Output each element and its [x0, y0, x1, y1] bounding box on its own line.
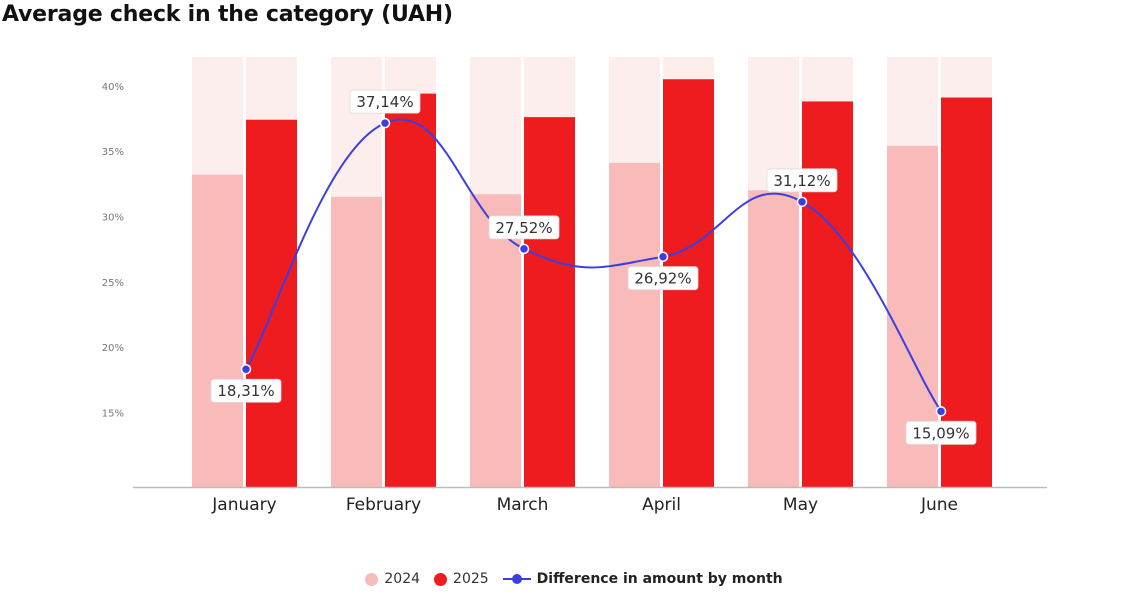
difference-point: [796, 196, 808, 208]
difference-point: [518, 243, 530, 255]
data-label-box: [766, 168, 838, 193]
y-tick-label: 30%: [102, 212, 124, 223]
y-tick-label: 40%: [102, 82, 124, 93]
y-tick-label: 35%: [102, 147, 124, 158]
data-label: 18,31%: [217, 382, 274, 400]
chart-title: Average check in the category (UAH): [2, 2, 453, 27]
legend-item-2025[interactable]: 2025: [434, 571, 489, 587]
legend-item-2024[interactable]: 2024: [365, 571, 420, 587]
bar-2024: [192, 174, 243, 487]
difference-point: [240, 363, 252, 375]
bar-2025: [246, 119, 297, 487]
legend-marker-2024: [365, 572, 379, 586]
bar-2025: [524, 117, 575, 487]
x-tick-label: April: [642, 495, 681, 515]
difference-point: [935, 406, 947, 417]
bar-2025: [802, 101, 853, 488]
x-tick-label: March: [497, 495, 549, 515]
legend-marker-difference: [502, 573, 531, 585]
bar-2024: [609, 162, 660, 487]
y-tick-label: 25%: [102, 278, 124, 289]
data-label: 27,52%: [495, 219, 552, 237]
data-label-box: [349, 89, 421, 114]
difference-point: [379, 117, 391, 129]
data-label-box: [488, 215, 560, 240]
y-tick-label: 20%: [102, 343, 124, 354]
legend-item-difference[interactable]: Difference in amount by month: [502, 571, 783, 587]
legend-marker-2025: [434, 572, 448, 586]
legend-label-difference: Difference in amount by month: [536, 571, 783, 587]
x-tick-label: February: [346, 495, 421, 515]
data-label: 26,92%: [634, 270, 691, 288]
data-label-box: [210, 378, 282, 403]
data-label: 31,12%: [773, 172, 830, 190]
legend-label-2025: 2025: [453, 571, 489, 587]
bar-2024: [331, 196, 382, 487]
chart-legend: 2024 2025 Difference in amount by month: [0, 571, 1148, 587]
x-tick-label: May: [783, 495, 818, 515]
x-tick-label: June: [920, 495, 958, 515]
bar-2024: [748, 190, 799, 488]
x-tick-label: January: [211, 495, 276, 515]
legend-label-2024: 2024: [384, 571, 421, 587]
data-label-box: [905, 420, 977, 445]
difference-line: [245, 118, 942, 412]
y-tick-label: 15%: [102, 409, 124, 420]
data-label: 15,09%: [912, 424, 969, 442]
bar-2025: [385, 93, 436, 488]
data-label: 37,14%: [356, 93, 413, 111]
data-label-box: [627, 266, 699, 291]
difference-point: [657, 251, 669, 262]
